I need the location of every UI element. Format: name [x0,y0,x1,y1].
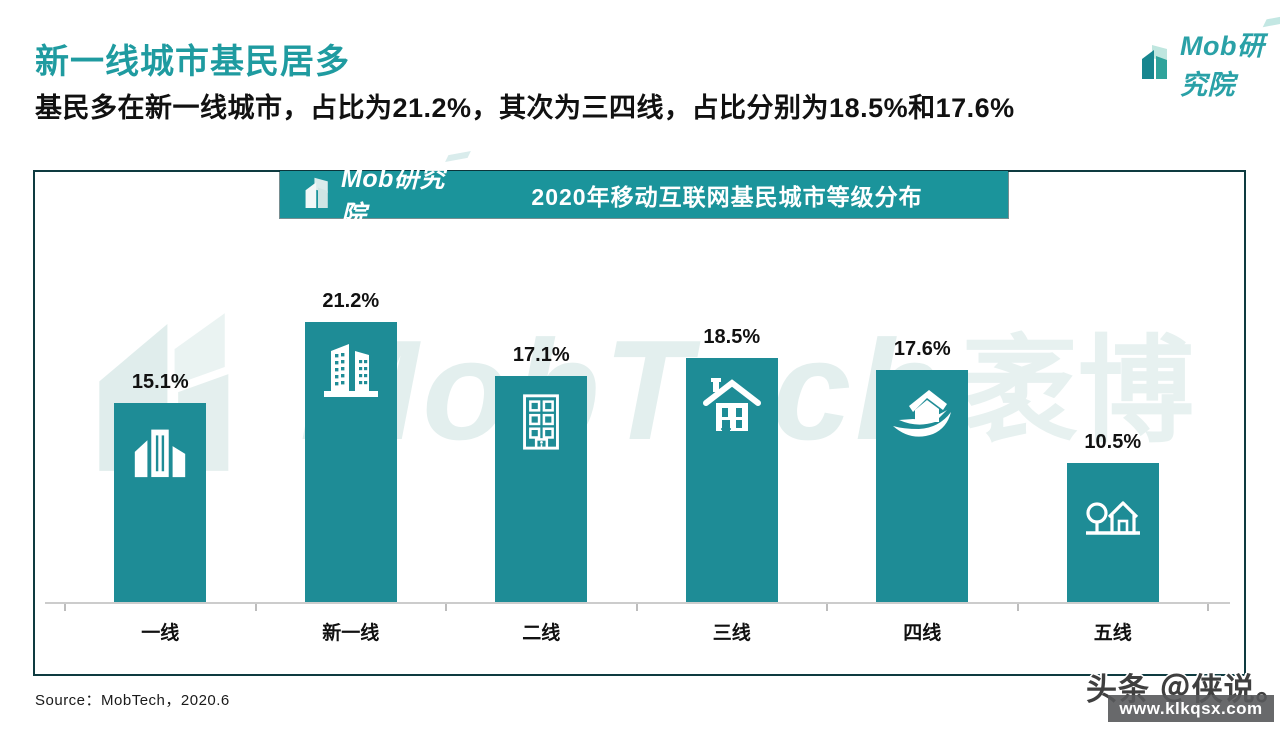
bar-cell-1: 15.1% 一线 [65,218,256,644]
mob-building-icon [1138,42,1174,85]
bar [1066,463,1159,602]
city-skyline-icon [129,417,191,479]
bar-value-label: 17.6% [893,338,951,360]
suburban-house-icon [700,372,764,436]
axis-tick [635,604,638,611]
x-axis-line [45,602,1230,604]
category-label: 一线 [141,623,180,644]
chart-header-logo: Mob研究院 [280,150,471,231]
bar-value-label: 10.5% [1084,431,1142,453]
chart-header: Mob研究院 2020年移动互联网基民城市等级分布 [279,150,1009,229]
axis-tick [1207,604,1209,611]
bar-value-label: 15.1% [131,371,189,393]
category-label: 四线 [903,623,942,644]
brand-name: Mob研究院 [1180,14,1280,102]
office-towers-icon [319,336,383,400]
mob-building-icon-white [302,175,334,214]
bar-cell-5: 17.6% 四线 [827,218,1018,644]
brand-logo: Mob研究院 [1138,14,1280,102]
chart-panel: Mob研究院 2020年移动互联网基民城市等级分布 MobTech 袤博 15 [33,150,1246,676]
category-label: 五线 [1093,623,1132,644]
bar-cell-2: 21.2% 新一线 [256,218,447,644]
site-watermark: 头条 ＠侠说。 www.klkqsx.com [1086,662,1280,732]
category-label: 二线 [522,623,561,644]
bar-cell-3: 17.1% 二线 [446,218,637,644]
bar-value-label: 17.1% [512,344,570,366]
rural-house-tree-icon [1080,477,1146,539]
apartment-building-icon [510,390,572,452]
bar [495,376,588,602]
bar-value-label: 21.2% [322,290,380,312]
bar-series: 15.1% 一线 21.2% 新一线 17.1% 二线 18.5% 三线 17.6% 四线 10.5… [65,218,1209,644]
graduation-cap-icon [445,150,471,162]
category-label: 新一线 [322,623,380,644]
bar-cell-6: 10.5% 五线 [1018,218,1209,644]
bar [685,358,778,602]
axis-tick [826,604,828,611]
source-note: Source：MobTech，2020.6 [35,692,230,709]
graduation-cap-icon [1262,14,1280,28]
bar [304,322,397,602]
bar [114,403,207,602]
chart-header-logo-text: Mob研究院 [341,150,471,231]
bar-chart: MobTech 袤博 15.1% 一线 21.2% 新一线 17.1% 二线 18.5% 三线… [37,218,1242,672]
axis-tick [445,604,447,611]
bar [876,370,969,602]
bar-value-label: 18.5% [703,326,761,348]
axis-tick [64,604,66,611]
bar-cell-4: 18.5% 三线 [637,218,828,644]
watermark-url: www.klkqsx.com [1108,695,1274,722]
house-on-leaf-icon [889,384,955,446]
x-axis-ticks [64,604,1209,612]
axis-tick [254,604,257,611]
page-title: 新一线城市基民居多 [35,43,350,81]
page-subtitle: 基民多在新一线城市，占比为21.2%，其次为三四线，占比分别为18.5%和17.… [35,93,1015,123]
category-label: 三线 [712,623,751,644]
axis-tick [1016,604,1019,611]
chart-title: 2020年移动互联网基民城市等级分布 [531,183,923,210]
